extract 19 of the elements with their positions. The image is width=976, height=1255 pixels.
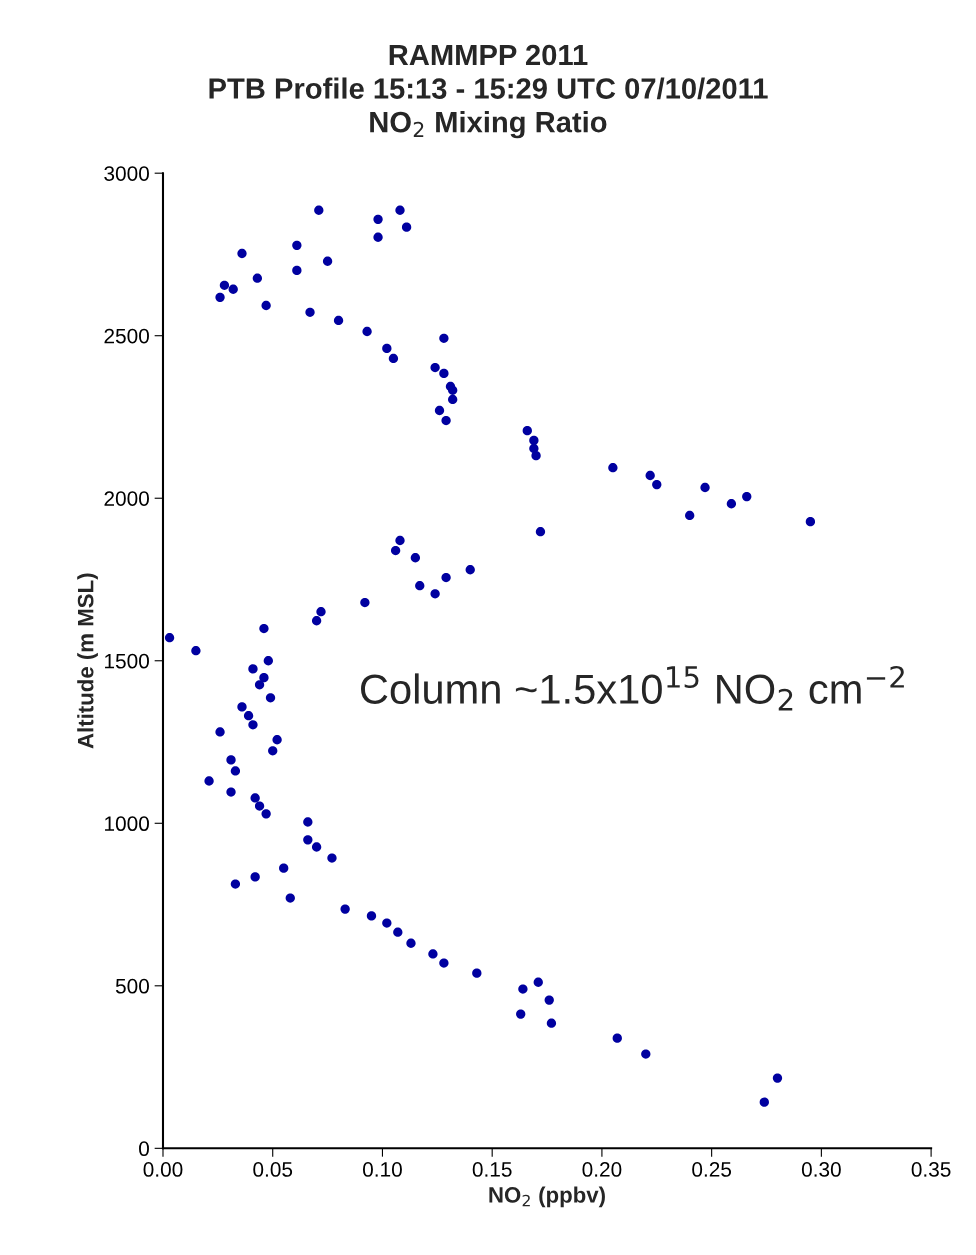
y-axis-title: Altitude (m MSL) <box>77 573 98 749</box>
x-tick-label: 0.25 <box>692 1162 732 1177</box>
x-tick-label: 0.35 <box>911 1162 951 1177</box>
x-tick-label: 0.15 <box>472 1162 512 1177</box>
y-tick-label: 1000 <box>105 816 149 832</box>
y-tick-label: 0 <box>139 1141 149 1157</box>
chart-title: RAMMPP 2011 PTB Profile 15:13 - 15:29 UTC 07/10/2011 NO$_{2}$ Mixing Ratio <box>209 44 768 139</box>
x-tick-label: 0.10 <box>362 1162 402 1177</box>
x-tick-label: 0.00 <box>143 1162 183 1177</box>
y-tick-label: 1500 <box>105 653 149 669</box>
x-tick-label: 0.30 <box>801 1162 841 1177</box>
annotation: Column ~1.5x10$^{15}$ NO$_{2}$ cm$^{−2}$ <box>361 665 904 711</box>
y-tick-label: 2000 <box>104 491 149 506</box>
x-tick-label: 0.05 <box>253 1162 293 1177</box>
x-axis-title: NO$_{2}$ (ppbv) <box>489 1186 605 1208</box>
y-tick-label: 2500 <box>104 328 149 344</box>
y-tick-label: 3000 <box>104 166 149 181</box>
x-tick-label: 0.20 <box>582 1162 622 1177</box>
y-tick-label: 500 <box>115 978 149 994</box>
